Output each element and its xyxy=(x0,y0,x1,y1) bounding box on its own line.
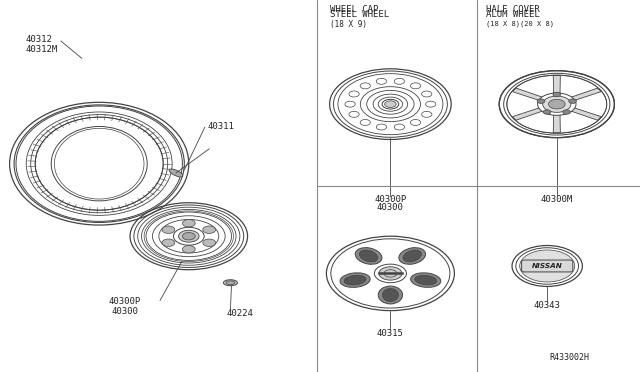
Circle shape xyxy=(385,101,396,108)
Ellipse shape xyxy=(340,273,370,287)
Ellipse shape xyxy=(411,273,441,287)
Circle shape xyxy=(538,93,576,115)
Text: 40315: 40315 xyxy=(377,329,404,338)
Text: 40224: 40224 xyxy=(227,309,253,318)
Circle shape xyxy=(537,99,545,103)
Text: WHEEL CAP: WHEEL CAP xyxy=(330,5,378,14)
Ellipse shape xyxy=(226,281,235,285)
Circle shape xyxy=(376,78,387,84)
Ellipse shape xyxy=(403,250,422,262)
Circle shape xyxy=(376,124,387,130)
Circle shape xyxy=(349,91,359,97)
Circle shape xyxy=(382,99,399,109)
Text: (18 X 9): (18 X 9) xyxy=(330,20,367,29)
Circle shape xyxy=(520,250,575,282)
Text: 40312M: 40312M xyxy=(26,45,58,54)
Circle shape xyxy=(345,101,355,107)
Text: 40300P: 40300P xyxy=(374,195,406,203)
Text: 40300: 40300 xyxy=(377,203,404,212)
Ellipse shape xyxy=(359,250,378,262)
Circle shape xyxy=(374,264,406,283)
Circle shape xyxy=(326,236,454,311)
Text: R433002H: R433002H xyxy=(550,353,589,362)
Polygon shape xyxy=(570,88,601,101)
Circle shape xyxy=(182,246,195,253)
Circle shape xyxy=(203,226,216,234)
Ellipse shape xyxy=(223,280,237,286)
Circle shape xyxy=(203,239,216,247)
Circle shape xyxy=(379,267,402,280)
Circle shape xyxy=(569,99,577,103)
Text: STEEL WHEEL: STEEL WHEEL xyxy=(330,10,388,19)
Circle shape xyxy=(422,111,432,117)
Text: NISSAN: NISSAN xyxy=(532,263,563,269)
Ellipse shape xyxy=(399,248,426,264)
Ellipse shape xyxy=(355,248,382,264)
Circle shape xyxy=(410,83,420,89)
Polygon shape xyxy=(570,108,601,120)
Circle shape xyxy=(173,227,204,245)
Circle shape xyxy=(360,119,371,125)
Polygon shape xyxy=(553,115,561,133)
Circle shape xyxy=(553,92,561,97)
Polygon shape xyxy=(513,108,543,120)
Ellipse shape xyxy=(51,126,147,201)
Circle shape xyxy=(162,226,175,234)
Ellipse shape xyxy=(144,211,234,262)
Circle shape xyxy=(548,99,565,109)
Text: 40300: 40300 xyxy=(111,307,138,316)
Circle shape xyxy=(507,75,607,133)
Text: 40312: 40312 xyxy=(26,35,52,44)
Circle shape xyxy=(394,124,404,130)
Text: 40300M: 40300M xyxy=(541,195,573,203)
Circle shape xyxy=(543,96,571,112)
Polygon shape xyxy=(553,76,561,94)
Circle shape xyxy=(410,119,420,125)
Circle shape xyxy=(162,239,175,247)
Text: 40300P: 40300P xyxy=(109,297,141,306)
Text: 40311: 40311 xyxy=(208,122,235,131)
Circle shape xyxy=(360,83,371,89)
Circle shape xyxy=(426,101,436,107)
Circle shape xyxy=(179,230,199,242)
FancyBboxPatch shape xyxy=(522,260,573,272)
Circle shape xyxy=(394,78,404,84)
Circle shape xyxy=(349,111,359,117)
Ellipse shape xyxy=(415,275,436,285)
Circle shape xyxy=(182,219,195,227)
Ellipse shape xyxy=(378,286,403,304)
Ellipse shape xyxy=(344,275,366,285)
Circle shape xyxy=(422,91,432,97)
Circle shape xyxy=(563,110,570,114)
Text: 40343: 40343 xyxy=(534,301,561,310)
Text: (18 X 8)(20 X 8): (18 X 8)(20 X 8) xyxy=(486,21,554,28)
Ellipse shape xyxy=(169,169,183,177)
Ellipse shape xyxy=(383,289,398,301)
Ellipse shape xyxy=(35,117,163,210)
Text: ALUM WHEEL: ALUM WHEEL xyxy=(486,10,540,19)
Text: HALF COVER: HALF COVER xyxy=(486,5,540,14)
Circle shape xyxy=(543,110,551,114)
Polygon shape xyxy=(513,88,543,101)
Circle shape xyxy=(182,232,195,240)
